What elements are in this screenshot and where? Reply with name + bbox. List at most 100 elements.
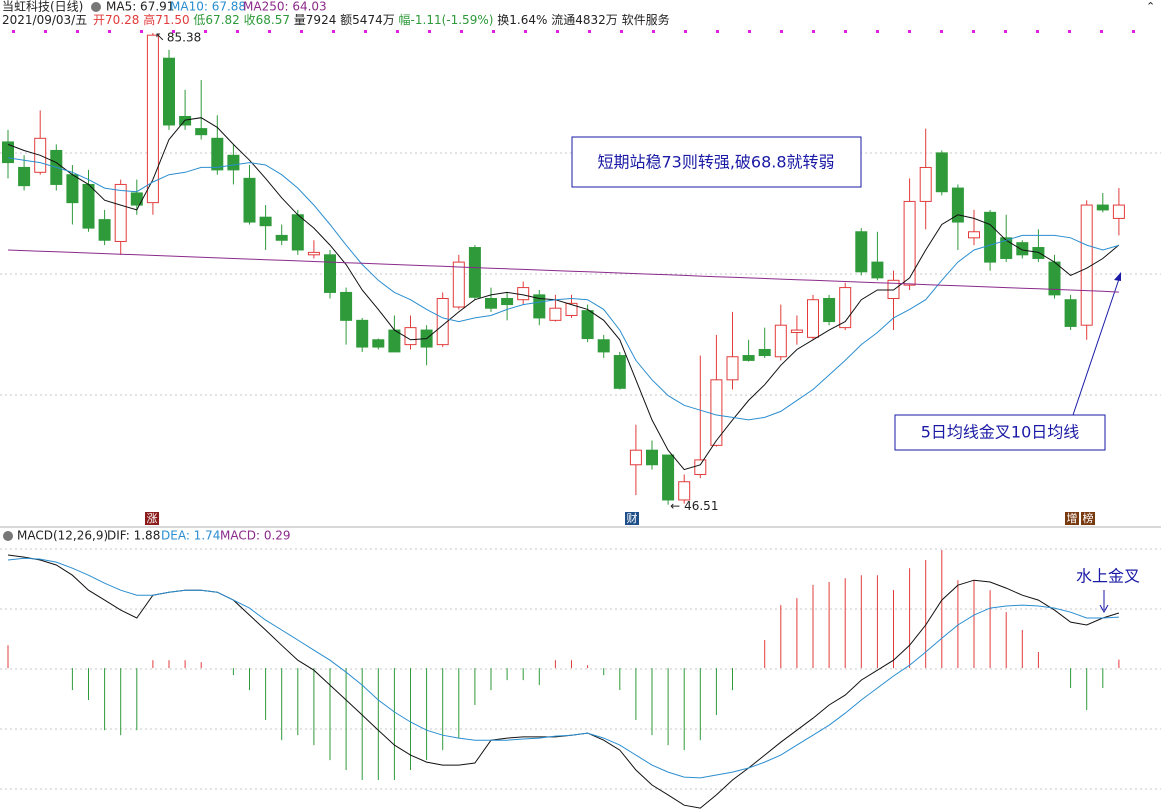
dea-legend: DEA: 1.74 — [161, 529, 220, 543]
period-dot — [236, 30, 239, 33]
candle-body — [1064, 299, 1077, 327]
menu-icon[interactable] — [91, 2, 101, 12]
period-dot — [524, 30, 527, 33]
candle-body — [82, 183, 95, 229]
event-marker — [1081, 512, 1095, 525]
period-dot — [684, 30, 687, 33]
period-dot — [908, 30, 911, 33]
ma-line — [7, 557, 1119, 779]
period-dot — [396, 30, 399, 33]
macd-title: MACD(12,26,9) — [17, 529, 108, 543]
candle-body — [774, 324, 787, 358]
period-dot — [876, 30, 879, 33]
candle-body — [951, 187, 964, 223]
period-dot — [716, 30, 719, 33]
high-label: 85.38 — [167, 30, 201, 44]
candle-body — [485, 298, 497, 309]
candle-body — [452, 261, 465, 308]
low-label: 46.51 — [684, 499, 718, 513]
period-dot — [460, 30, 463, 33]
candle-body — [18, 166, 31, 187]
note: 5日均线金叉10日均线 — [921, 423, 1080, 442]
candle-body — [291, 214, 304, 251]
event-marker-label: 榜 — [1083, 511, 1094, 525]
quote-float: 流通4832万 — [551, 13, 618, 27]
ma-line — [7, 157, 1120, 421]
note-arrow — [1072, 275, 1121, 416]
candle-body — [629, 449, 642, 466]
candle-body — [517, 287, 530, 301]
period-dot — [1100, 30, 1103, 33]
period-dot — [76, 30, 79, 33]
candle-body — [114, 183, 127, 242]
candle-body — [678, 481, 691, 501]
candle-body — [710, 379, 723, 446]
candle-body — [807, 299, 819, 338]
candle-body — [823, 298, 836, 323]
candle-body — [1016, 242, 1029, 256]
candle-body — [662, 454, 675, 501]
stock-title: 当虹科技(日线) — [2, 0, 83, 14]
period-dot — [1004, 30, 1007, 33]
candle-body — [935, 152, 948, 193]
event-marker — [1065, 512, 1079, 525]
candle-body — [468, 247, 481, 298]
period-dot — [492, 30, 495, 33]
arrow-glyph: ← — [670, 499, 680, 513]
period-dot — [300, 30, 303, 33]
event-marker-label: 增 — [1067, 511, 1078, 525]
arrow-head — [1114, 272, 1121, 281]
candle-body — [758, 348, 771, 357]
period-dot — [44, 30, 47, 33]
note: 短期站稳73则转强,破68.8就转弱 — [597, 153, 834, 172]
event-marker — [625, 512, 639, 525]
candle-body — [388, 329, 401, 353]
ma10-legend: MA10: 67.88 — [170, 0, 246, 14]
menu-icon[interactable] — [3, 531, 13, 541]
quote-open: 开70.28 — [93, 13, 139, 27]
candle-body — [790, 329, 803, 333]
ma-line — [7, 249, 1119, 293]
candle-body — [146, 34, 159, 204]
event-marker-label: 涨 — [147, 512, 158, 525]
quote-change: 幅-1.11(-1.59%) — [399, 12, 494, 27]
period-dot — [12, 30, 15, 33]
candle-body — [726, 356, 739, 381]
quote-high: 高71.50 — [143, 12, 189, 27]
candle-body — [581, 310, 594, 340]
period-dot — [556, 30, 559, 33]
period-dot — [780, 30, 783, 33]
candle-body — [356, 319, 369, 348]
period-dot — [140, 30, 143, 33]
candle-body — [436, 298, 449, 346]
candle-body — [1096, 204, 1109, 211]
period-dot — [364, 30, 367, 33]
candle-body — [340, 291, 353, 321]
period-dot — [1036, 30, 1039, 33]
candle-body — [307, 251, 320, 256]
ma5-legend: MA5: 67.91 — [106, 0, 174, 14]
note-box — [571, 136, 862, 188]
collapse-icon[interactable]: ⌃ — [1146, 0, 1155, 13]
event-marker-label: 财 — [627, 511, 638, 525]
macd-legend: MACD: 0.29 — [220, 529, 291, 543]
note: 水上金叉 — [1076, 567, 1140, 586]
quote-line: 2021/09/03/五 开70.28 高71.50 低67.82 收68.57… — [2, 12, 670, 27]
candle-body — [372, 339, 385, 348]
candle-body — [694, 459, 707, 475]
candle-body — [1112, 204, 1125, 219]
period-dot — [332, 30, 335, 33]
arrow-glyph: ↖ — [155, 29, 165, 43]
candle-body — [1000, 237, 1013, 259]
period-dot — [812, 30, 815, 33]
quote-amount: 额5474万 — [340, 13, 395, 27]
candle-body — [968, 231, 980, 239]
quote-low: 低67.82 — [193, 13, 239, 27]
dif-legend: DIF: 1.88 — [107, 529, 160, 543]
candle-body — [66, 174, 79, 204]
note-box — [894, 414, 1106, 451]
ma-line — [7, 554, 1120, 809]
candle-body — [259, 216, 272, 227]
period-dot — [844, 30, 847, 33]
